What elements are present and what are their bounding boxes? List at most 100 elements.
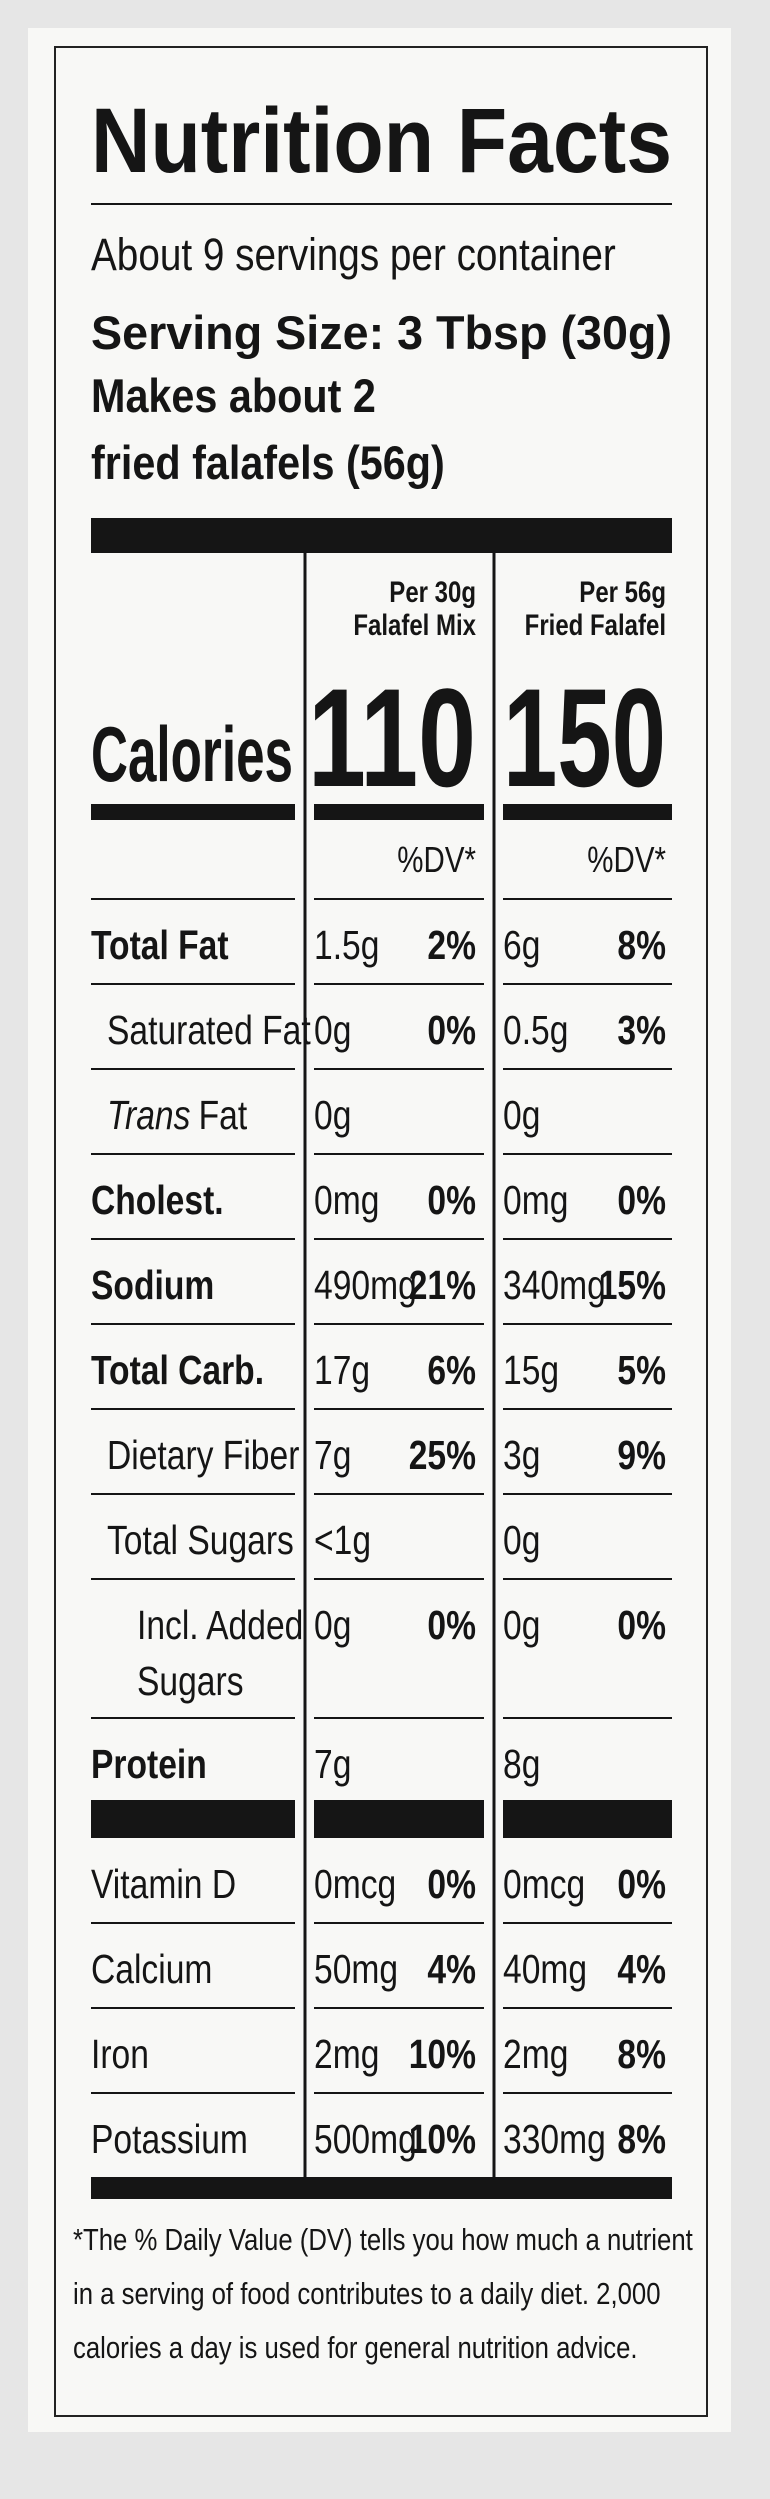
amount: 17g (314, 1347, 370, 1393)
amount-group: 0mg (503, 1177, 568, 1223)
nutrient-name: Sugars (137, 1658, 244, 1704)
row-rule (314, 2092, 484, 2094)
daily-value: 6% (427, 1347, 476, 1393)
daily-value-group: 0% (617, 1177, 666, 1223)
daily-value-group: 8% (617, 922, 666, 968)
amount-group: 3g (503, 1432, 540, 1478)
row-rule (91, 983, 295, 985)
amount: 50mg (314, 1946, 398, 1992)
makes-line: Makes about 2 (91, 371, 376, 423)
column-header-group: Falafel Mix (353, 607, 476, 641)
amount: 0g (503, 1517, 540, 1563)
amount: 7g (314, 1432, 351, 1478)
amount-group: <1g (314, 1517, 371, 1563)
nutrient-name: Saturated Fat (107, 1007, 311, 1053)
row-rule (503, 1238, 672, 1240)
nutrient-name-group: Sodium (91, 1262, 214, 1308)
nutrient-name-part: Fat (199, 1092, 248, 1138)
row-rule (503, 1153, 672, 1155)
amount: 6g (503, 922, 540, 968)
row-rule (314, 898, 484, 900)
amount-group: 0g (314, 1007, 351, 1053)
thick-bar (91, 518, 672, 553)
amount: 0g (503, 1602, 540, 1648)
calories-bar (503, 804, 672, 820)
amount: 15g (503, 1347, 559, 1393)
amount-group: 0.5g (503, 1007, 568, 1053)
calories-bar (91, 804, 295, 820)
amount: 340mg (503, 1262, 606, 1308)
calories-value-group: 150 (503, 659, 666, 816)
daily-value-group: 0% (617, 1602, 666, 1648)
row-rule (91, 1238, 295, 1240)
footnote-line-group: *The % Daily Value (DV) tells you how mu… (73, 2223, 693, 2258)
row-rule (314, 1408, 484, 1410)
daily-value-group: 8% (617, 2031, 666, 2077)
dv-header-group: %DV* (587, 839, 666, 879)
column-header: Per 56g (579, 574, 666, 608)
daily-value-group: 4% (617, 1946, 666, 1992)
amount-group: 7g (314, 1741, 351, 1787)
amount: 0mg (503, 1177, 568, 1223)
daily-value: 21% (409, 1262, 476, 1308)
amount-group: 0g (503, 1517, 540, 1563)
row-rule (91, 898, 295, 900)
thick-bar (91, 1800, 295, 1838)
serving-size: Serving Size: 3 Tbsp (30g) (91, 306, 672, 359)
daily-value-group: 0% (427, 1007, 476, 1053)
nutrient-name-group: Saturated Fat (107, 1007, 311, 1053)
row-rule (91, 1153, 295, 1155)
nutrient-name: Cholest. (91, 1177, 224, 1223)
daily-value: 9% (617, 1432, 666, 1478)
vitamin-name-group: Potassium (91, 2116, 248, 2162)
nutrient-name: Total Fat (91, 922, 229, 968)
daily-value-group: 4% (427, 1946, 476, 1992)
calories-value: 150 (503, 659, 666, 816)
row-rule (91, 2007, 295, 2009)
daily-value-group: 15% (599, 1262, 666, 1308)
row-rule (503, 983, 672, 985)
daily-value-group: 0% (427, 1177, 476, 1223)
vitamin-name: Potassium (91, 2116, 248, 2162)
daily-value: 10% (409, 2031, 476, 2077)
daily-value-group: 0% (617, 1861, 666, 1907)
row-rule (314, 1717, 484, 1719)
amount: 0g (503, 1092, 540, 1138)
daily-value: 25% (409, 1432, 476, 1478)
column-divider (303, 553, 307, 2184)
row-rule (91, 1068, 295, 1070)
daily-value: 0% (617, 1861, 666, 1907)
nutrient-name-group: Cholest. (91, 1177, 224, 1223)
daily-value: 8% (617, 2116, 666, 2162)
amount-group: 0g (503, 1092, 540, 1138)
daily-value: 0% (427, 1007, 476, 1053)
row-rule (503, 1578, 672, 1580)
daily-value: 15% (599, 1262, 666, 1308)
nutrient-name: Total Sugars (107, 1517, 294, 1563)
footnote-line: calories a day is used for general nutri… (73, 2331, 638, 2366)
row-rule (314, 1068, 484, 1070)
nutrient-name-group: Total Carb. (91, 1347, 264, 1393)
daily-value-group: 10% (409, 2031, 476, 2077)
row-rule (91, 1717, 295, 1719)
footnote-line: in a serving of food contributes to a da… (73, 2277, 660, 2312)
daily-value-group: 9% (617, 1432, 666, 1478)
calories-value-group: 110 (308, 659, 476, 816)
dv-header: %DV* (587, 839, 666, 879)
nutrient-name-group: Incl. Added (137, 1602, 303, 1648)
column-header: Fried Falafel (525, 607, 666, 641)
row-rule (314, 1323, 484, 1325)
row-rule (91, 1408, 295, 1410)
amount-group: 17g (314, 1347, 370, 1393)
row-rule (314, 1493, 484, 1495)
dv-header: %DV* (397, 839, 476, 879)
daily-value: 0% (427, 1861, 476, 1907)
amount-group: 40mg (503, 1946, 587, 1992)
amount-group: 500mg (314, 2116, 417, 2162)
nutrient-name: Protein (91, 1741, 207, 1787)
amount: 3g (503, 1432, 540, 1478)
daily-value-group: 25% (409, 1432, 476, 1478)
daily-value: 8% (617, 2031, 666, 2077)
amount-group: 330mg (503, 2116, 606, 2162)
daily-value: 4% (617, 1946, 666, 1992)
